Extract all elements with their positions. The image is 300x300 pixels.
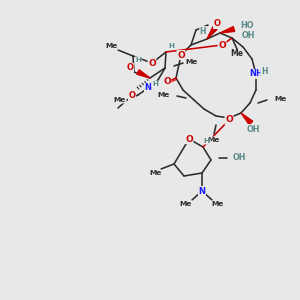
Text: H: H — [261, 67, 267, 76]
Text: Me: Me — [185, 59, 197, 65]
Polygon shape — [207, 26, 217, 39]
Text: Me: Me — [274, 96, 286, 102]
Polygon shape — [220, 27, 235, 33]
Text: H: H — [168, 43, 174, 49]
Text: H: H — [203, 138, 209, 144]
Text: Me: Me — [114, 97, 126, 103]
Text: H: H — [152, 81, 158, 87]
Text: Me: Me — [212, 201, 224, 207]
Text: OH: OH — [242, 31, 256, 40]
Text: Me: Me — [149, 170, 161, 176]
Text: O: O — [163, 77, 171, 86]
Text: O: O — [128, 92, 136, 100]
Polygon shape — [241, 113, 253, 125]
Text: Me: Me — [180, 201, 192, 207]
Polygon shape — [137, 70, 150, 78]
Text: O: O — [148, 58, 156, 68]
Text: O: O — [225, 116, 233, 124]
Text: Me: Me — [158, 92, 170, 98]
Text: OH: OH — [246, 124, 260, 134]
Text: H: H — [200, 26, 206, 35]
Text: HO: HO — [240, 20, 253, 29]
Text: Me: Me — [106, 43, 118, 49]
Text: Me: Me — [208, 137, 220, 143]
Text: Me: Me — [230, 50, 244, 58]
Text: O: O — [185, 134, 193, 143]
Text: N: N — [145, 83, 152, 92]
Text: OH: OH — [233, 154, 247, 163]
Text: O: O — [127, 64, 134, 73]
Text: N: N — [199, 187, 206, 196]
Text: O: O — [214, 20, 220, 28]
Text: O: O — [218, 40, 226, 50]
Text: NH: NH — [249, 70, 263, 79]
Text: H: H — [135, 57, 141, 63]
Text: O: O — [177, 50, 185, 59]
